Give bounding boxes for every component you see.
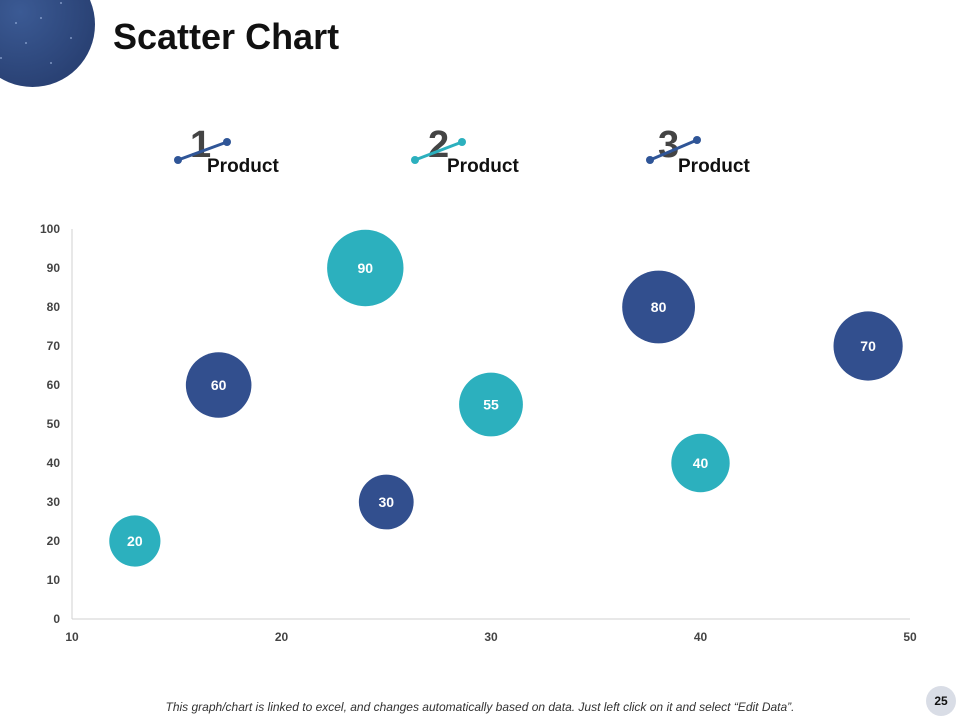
legend-label: Product xyxy=(678,156,750,177)
y-tick-label: 40 xyxy=(47,456,61,470)
x-tick-label: 20 xyxy=(275,630,289,644)
y-tick-label: 50 xyxy=(47,417,61,431)
y-tick-label: 100 xyxy=(40,222,60,236)
slide-title: Scatter Chart xyxy=(113,16,340,57)
data-label: 55 xyxy=(483,397,499,413)
x-tick-label: 50 xyxy=(903,630,917,644)
x-tick-label: 30 xyxy=(484,630,498,644)
scatter-point[interactable] xyxy=(185,352,252,418)
y-tick-label: 70 xyxy=(47,339,61,353)
x-tick-label: 40 xyxy=(694,630,708,644)
legend-label: Product xyxy=(447,156,519,177)
y-tick-label: 60 xyxy=(47,378,61,392)
scatter-point[interactable] xyxy=(622,270,695,344)
data-label: 80 xyxy=(651,299,667,315)
legend-line-icon xyxy=(646,136,701,164)
y-tick-label: 10 xyxy=(47,573,61,587)
scatter-point[interactable] xyxy=(358,474,414,530)
legend-line-icon xyxy=(174,138,231,164)
data-label: 90 xyxy=(358,260,374,276)
y-tick-label: 80 xyxy=(47,300,61,314)
y-tick-label: 30 xyxy=(47,495,61,509)
data-label: 40 xyxy=(693,455,709,471)
data-label: 30 xyxy=(378,494,394,510)
decorative-globe xyxy=(0,0,95,87)
data-label: 20 xyxy=(127,533,143,549)
legend-item-3: 3 Product xyxy=(642,124,782,184)
scatter-point[interactable] xyxy=(833,311,903,381)
legend-label: Product xyxy=(207,156,279,177)
data-label: 60 xyxy=(211,377,227,393)
page-number-badge: 25 xyxy=(926,686,956,716)
legend-number: 2 xyxy=(428,124,450,166)
legend-line-icon xyxy=(411,138,466,164)
y-tick-label: 0 xyxy=(53,612,60,626)
scatter-chart[interactable]: 0 10 20 30 40 50 60 70 80 90 100 10 20 30 40 50 60 30 80 70… xyxy=(0,210,960,650)
scatter-point[interactable] xyxy=(671,433,730,493)
x-tick-label: 10 xyxy=(65,630,79,644)
data-label: 70 xyxy=(860,338,876,354)
y-tick-label: 90 xyxy=(47,261,61,275)
footer-note: This graph/chart is linked to excel, and… xyxy=(165,700,795,714)
legend-item-1: 1 Product xyxy=(170,124,310,184)
scatter-point[interactable] xyxy=(459,372,523,437)
scatter-point[interactable] xyxy=(109,515,161,567)
scatter-point[interactable] xyxy=(327,229,404,307)
legend-item-2: 2 Product xyxy=(408,124,548,184)
legend-number: 1 xyxy=(190,124,212,166)
y-tick-label: 20 xyxy=(47,534,61,548)
